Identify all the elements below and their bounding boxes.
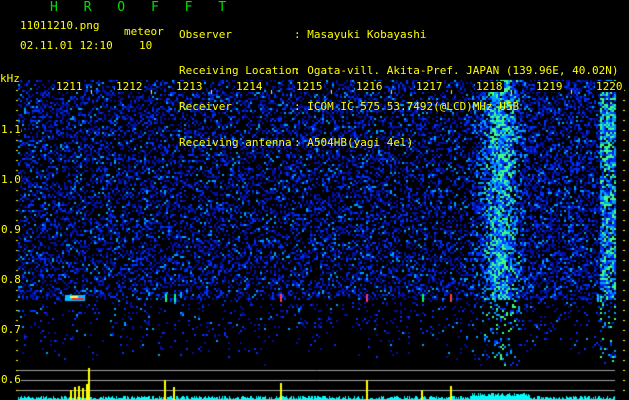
y-tick-label: 1.1 — [1, 123, 21, 136]
antenna-value: : A504HB(yagi 4el) — [294, 136, 414, 149]
x-tick-label: 1214 — [235, 80, 264, 93]
x-tick-label: 1215 — [295, 80, 324, 93]
datetime: 02.11.01 12:10 — [20, 39, 113, 52]
y-tick-label: 1.0 — [1, 173, 21, 186]
location-value: : Ogata-vill. Akita-Pref. JAPAN (139.96E… — [294, 64, 619, 77]
meteor-count: 10 — [139, 39, 153, 52]
y-tick-label: 0.6 — [1, 373, 21, 386]
receiver-value: : ICOM IC-575 53.7492(@LCD)MHz USB — [294, 100, 520, 113]
app-title: H R O F F T — [50, 0, 236, 15]
x-tick-label: 1217 — [415, 80, 444, 93]
y-tick-label: 0.8 — [1, 273, 21, 286]
x-tick-label: 1216 — [355, 80, 384, 93]
x-tick-label: 1211 — [55, 80, 84, 93]
x-tick-label: 1218 — [475, 80, 504, 93]
info-labels: Observer Receiving Location Receiver Rec… — [179, 5, 298, 161]
meteor-label: meteor — [124, 25, 164, 38]
x-tick-label: 1219 — [535, 80, 564, 93]
x-tick-label: 1220 — [595, 80, 624, 93]
x-tick-label: 1213 — [175, 80, 204, 93]
x-tick-label: 1212 — [115, 80, 144, 93]
y-axis-unit: kHz — [0, 72, 20, 85]
receiver-label: Receiver — [179, 100, 232, 113]
info-values: : Masayuki Kobayashi : Ogata-vill. Akita… — [294, 5, 619, 161]
y-tick-label: 0.7 — [1, 323, 21, 336]
observer-label: Observer — [179, 28, 232, 41]
observer-value: : Masayuki Kobayashi — [294, 28, 427, 41]
y-tick-label: 0.9 — [1, 223, 21, 236]
location-label: Receiving Location — [179, 64, 299, 77]
antenna-label: Receiving antenna — [179, 136, 292, 149]
filename: 11011210.png — [20, 19, 100, 32]
